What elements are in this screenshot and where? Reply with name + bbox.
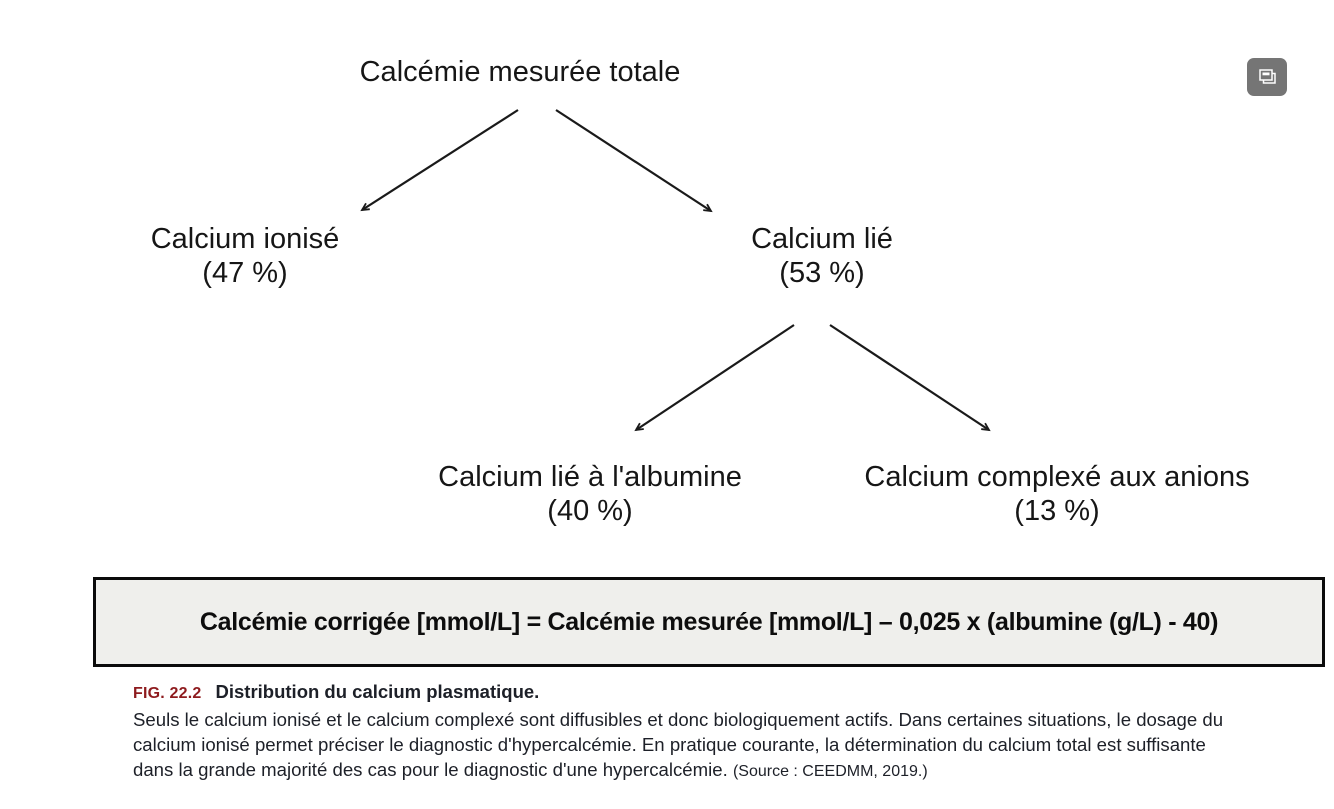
node-label: Calcium complexé aux anions [864,461,1250,493]
caption-heading: FIG. 22.2 Distribution du calcium plasma… [133,681,1233,703]
formula-text: Calcémie corrigée [mmol/L] = Calcémie me… [199,607,1219,636]
figure-caption: FIG. 22.2 Distribution du calcium plasma… [133,681,1233,785]
pages-icon [1259,69,1276,84]
arrow-lie-to-albumine [634,324,795,432]
node-label: Calcium lié à l'albumine [438,461,742,493]
node-root-label: Calcémie mesurée totale [359,56,681,88]
formula-box: Calcémie corrigée [mmol/L] = Calcémie me… [93,577,1325,667]
node-calcium-albumine: Calcium lié à l'albumine (40 %) [438,460,742,528]
node-percent: (53 %) [779,257,865,289]
figure-number-label: FIG. 22.2 [133,685,202,702]
node-percent: (47 %) [202,257,288,289]
node-calcium-lie: Calcium lié (53 %) [751,222,893,290]
caption-body-text: Seuls le calcium ionisé et le calcium co… [133,709,1224,781]
open-figure-viewer-button[interactable] [1247,58,1287,96]
node-percent: (40 %) [547,495,633,527]
figure-title: Distribution du calcium plasmatique. [215,681,540,702]
node-root: Calcémie mesurée totale [360,55,681,89]
node-label: Calcium lié [751,223,893,255]
caption-body: Seuls le calcium ionisé et le calcium co… [133,707,1233,785]
node-calcium-anions: Calcium complexé aux anions (13 %) [864,460,1249,528]
arrow-lie-to-anions [829,324,991,432]
arrow-root-to-ionise [360,109,519,212]
node-percent: (13 %) [1014,495,1100,527]
node-label: Calcium ionisé [150,223,340,255]
arrow-root-to-lie [555,109,713,213]
caption-source: (Source : CEEDMM, 2019.) [732,763,928,781]
node-calcium-ionise: Calcium ionisé (47 %) [151,222,340,290]
